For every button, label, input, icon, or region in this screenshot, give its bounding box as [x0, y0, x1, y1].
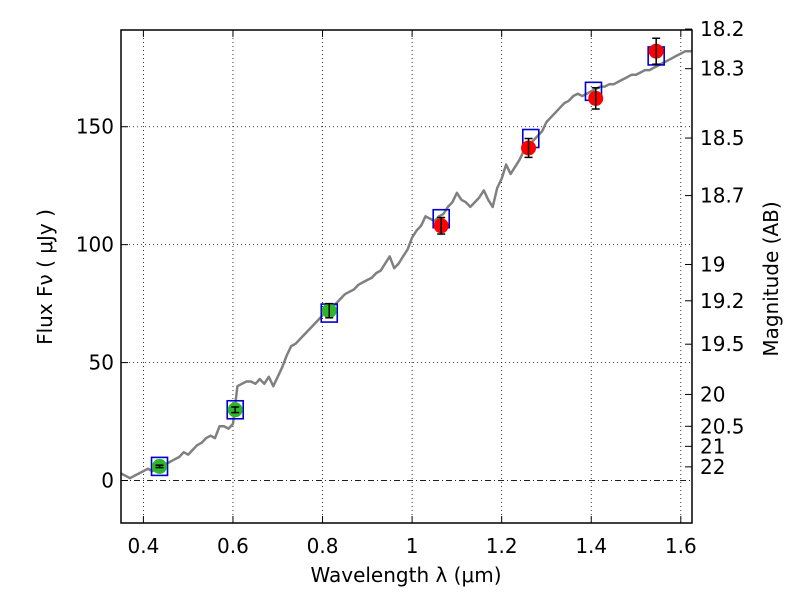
magnitude-tick-label: 22 — [700, 455, 725, 479]
axes — [120, 28, 693, 524]
model-square-marker — [150, 456, 169, 477]
magnitude-tick-label: 18.5 — [700, 126, 745, 150]
magnitude-tick-label: 19.5 — [700, 332, 745, 356]
magnitude-tick-label: 18.3 — [700, 57, 745, 81]
x-tick-label: 1.4 — [575, 534, 607, 558]
y-tick-label: 50 — [89, 351, 114, 375]
grid — [121, 30, 692, 523]
y-axis-label: Flux Fν ( μJy ) — [33, 209, 57, 345]
plot-frame — [120, 29, 693, 524]
model-square-marker — [226, 399, 244, 420]
x-tick-label: 0.4 — [127, 534, 159, 558]
x-tick-label: 0.6 — [217, 534, 249, 558]
magnitude-tick-label: 20.5 — [700, 414, 745, 438]
magnitude-tick-label: 18.7 — [700, 184, 745, 208]
y2-axis-label: Magnitude (AB) — [759, 201, 783, 356]
tick-labels: 0.4 0.6 0.8 1 1.2 1.4 1.6 0 50 100 150 18.2 18.3 18.5… — [76, 17, 745, 558]
y-tick-label: 0 — [101, 469, 114, 493]
magnitude-tick-label: 18.2 — [700, 17, 745, 41]
x-tick-label: 1 — [406, 534, 419, 558]
x-axis-label: Wavelength λ (μm) — [310, 563, 501, 587]
y-tick-label: 150 — [76, 115, 114, 139]
x-tick-label: 1.6 — [665, 534, 697, 558]
x-tick-label: 0.8 — [307, 534, 339, 558]
magnitude-tick-label: 21 — [700, 434, 725, 458]
magnitude-tick-label: 19 — [700, 252, 725, 276]
magnitude-tick-label: 20 — [700, 382, 725, 406]
spectrum-line — [120, 49, 692, 480]
plot-series — [120, 37, 692, 480]
magnitude-tick-label: 19.2 — [700, 289, 745, 313]
x-tick-label: 1.2 — [486, 534, 518, 558]
y-tick-label: 100 — [76, 233, 114, 257]
